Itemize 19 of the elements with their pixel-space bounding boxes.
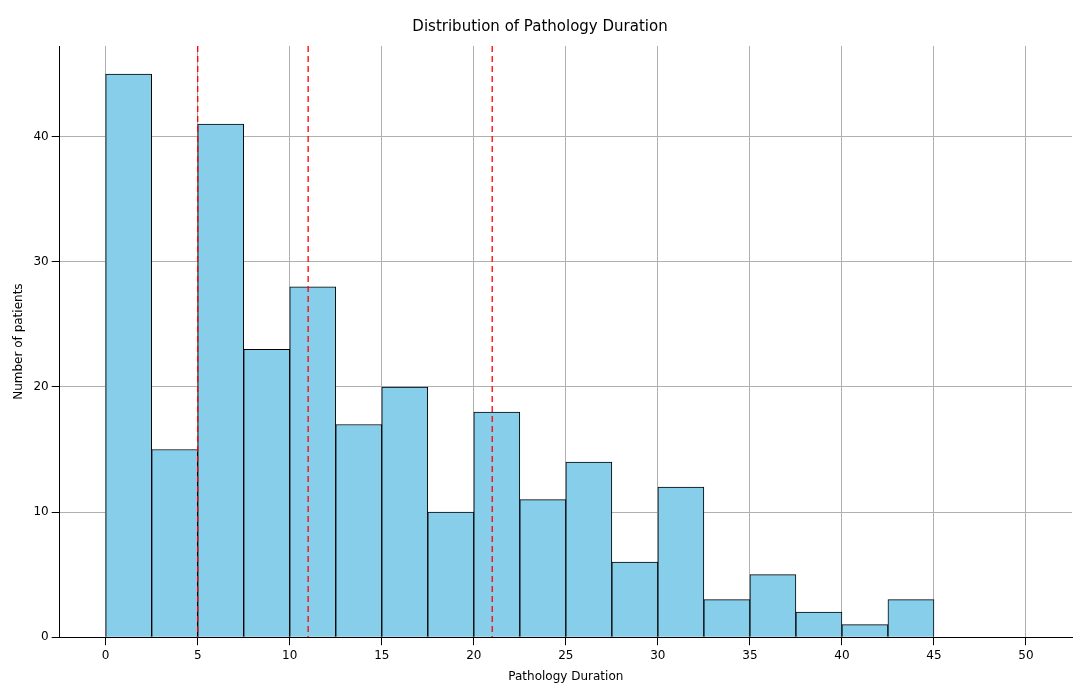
y-tick-label: 30 bbox=[33, 253, 49, 268]
y-tick-label: 20 bbox=[33, 379, 49, 394]
x-tick-label: 20 bbox=[466, 647, 482, 662]
x-tick-label: 10 bbox=[282, 647, 298, 662]
chart-title: Distribution of Pathology Duration bbox=[412, 16, 668, 35]
x-tick-label: 35 bbox=[742, 647, 758, 662]
y-tick-label: 0 bbox=[41, 629, 49, 644]
x-tick-label: 5 bbox=[193, 647, 202, 662]
x-tick-label: 0 bbox=[101, 647, 110, 662]
x-tick-label: 50 bbox=[1018, 647, 1034, 662]
x-tick-label: 40 bbox=[834, 647, 850, 662]
y-tick-label: 10 bbox=[33, 504, 49, 519]
x-tick-label: 45 bbox=[926, 647, 942, 662]
x-axis-title: Pathology Duration bbox=[508, 668, 624, 683]
x-tick-label: 30 bbox=[650, 647, 666, 662]
x-tick-label: 25 bbox=[558, 647, 574, 662]
x-tick-label: 15 bbox=[374, 647, 390, 662]
y-tick-label: 40 bbox=[33, 128, 49, 143]
y-axis-title: Number of patients bbox=[11, 283, 26, 400]
